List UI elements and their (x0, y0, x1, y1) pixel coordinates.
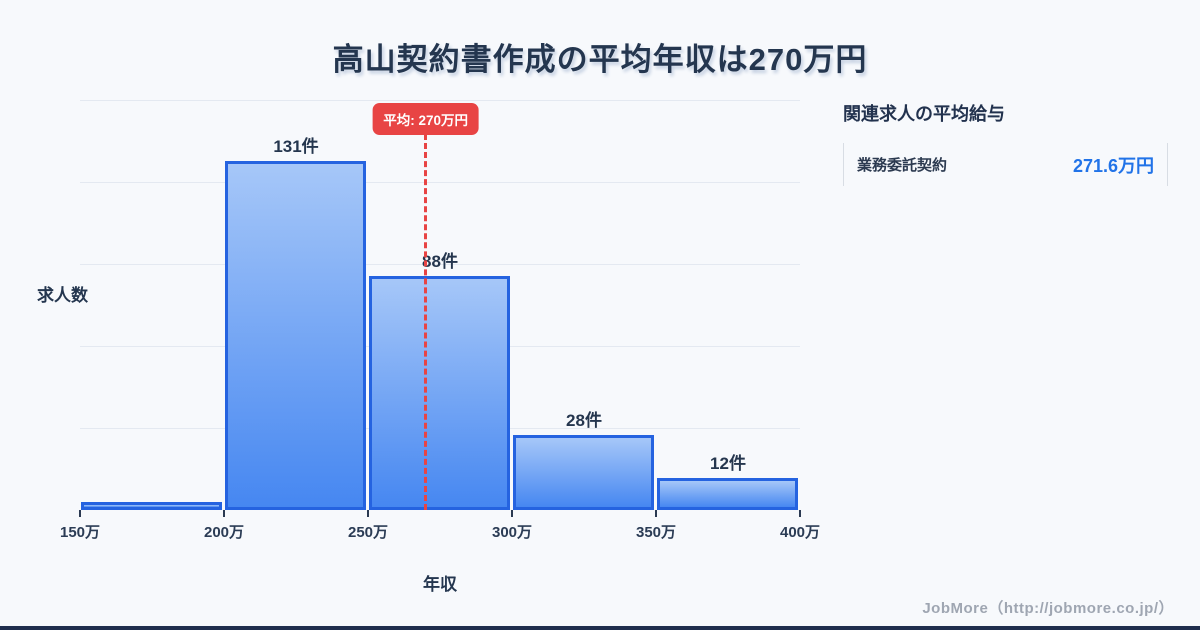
bar-value-label: 12件 (710, 454, 746, 473)
x-tick-mark (655, 510, 657, 517)
bar-value-label: 88件 (422, 252, 458, 271)
footer-credit: JobMore（http://jobmore.co.jp/） (922, 600, 1174, 617)
x-tick-label: 250万 (347, 524, 389, 541)
x-tick-label: 200万 (203, 524, 245, 541)
x-tick-mark (367, 510, 369, 517)
gridline (80, 264, 800, 265)
x-axis-label: 年収 (423, 575, 457, 594)
salary-row-label: 業務委託契約 (857, 157, 948, 174)
page-title: 高山契約書作成の平均年収は270万円 (332, 42, 868, 77)
x-tick-mark (223, 510, 225, 517)
bottom-accent-bar (0, 626, 1200, 630)
bar-value-label: 28件 (566, 411, 602, 430)
x-tick-label: 150万 (59, 524, 101, 541)
salary-row: 業務委託契約 271.6万円 (843, 143, 1168, 186)
average-badge: 平均: 270万円 (372, 103, 479, 135)
x-tick-label: 350万 (635, 524, 677, 541)
average-line (424, 134, 428, 510)
histogram-bar (225, 161, 366, 510)
histogram-bar (81, 502, 222, 510)
y-axis-label: 求人数 (37, 286, 88, 305)
x-tick-mark (799, 510, 801, 517)
gridline (80, 100, 800, 101)
x-tick-label: 300万 (491, 524, 533, 541)
plot-area: 131件 88件 28件 12件 150万 200万 250万 300万 350万 400万 平均:… (60, 100, 820, 541)
histogram-bar (657, 478, 798, 510)
x-tick-mark (511, 510, 513, 517)
side-panel-heading: 関連求人の平均給与 (843, 104, 1005, 124)
salary-row-value: 271.6万円 (1072, 155, 1154, 176)
x-tick-label: 400万 (779, 524, 821, 541)
histogram-bar (369, 276, 510, 510)
bar-value-label: 131件 (273, 137, 319, 156)
x-tick-mark (79, 510, 81, 517)
histogram-bar (513, 435, 654, 510)
gridline (80, 182, 800, 183)
